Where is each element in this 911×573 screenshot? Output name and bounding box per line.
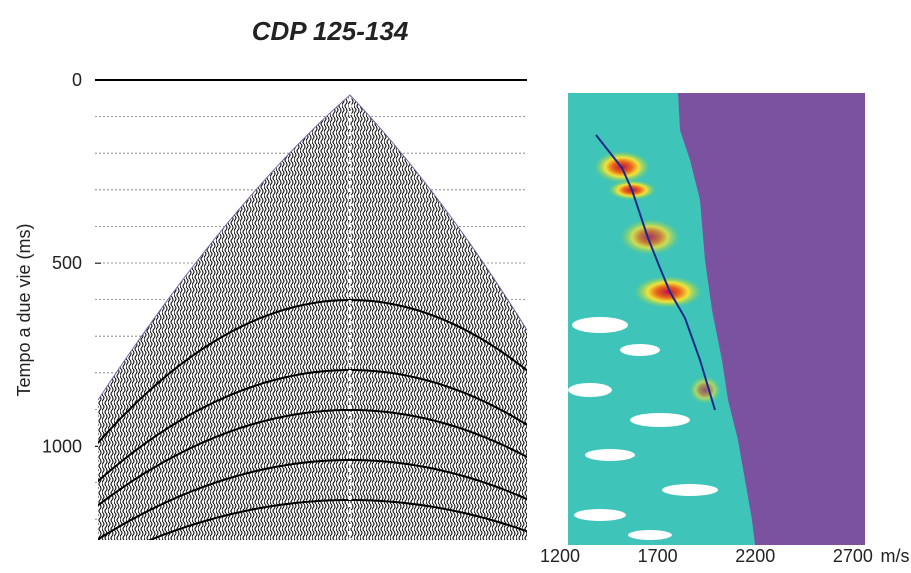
gather-traces [98,95,527,540]
reflector [98,298,527,447]
y-axis-label: Tempo a due vie (ms) [14,223,34,396]
y-tick-label: 0 [72,70,82,90]
x-tick-label: 1700 [638,546,678,566]
reflector [98,409,527,509]
low-values [568,317,718,540]
x-tick-label: 2700 [833,546,873,566]
first-break [97,94,528,401]
x-ticks: 1200 1700 2200 2700 [540,546,873,566]
seismic-gather [98,95,527,540]
y-tick-label: 1000 [42,436,82,456]
reflector [98,499,527,540]
semblance-panel [568,93,865,545]
velocity-pick [595,134,716,411]
reflector [98,459,527,540]
x-unit: m/s [881,546,910,566]
reflector [98,369,527,485]
y-tick-label: 500 [52,253,82,273]
title: CDP 125-134 [252,16,409,46]
x-tick-label: 2200 [735,546,775,566]
semblance-field [568,93,755,545]
x-tick-label: 1200 [540,546,580,566]
reflectors [98,298,527,540]
